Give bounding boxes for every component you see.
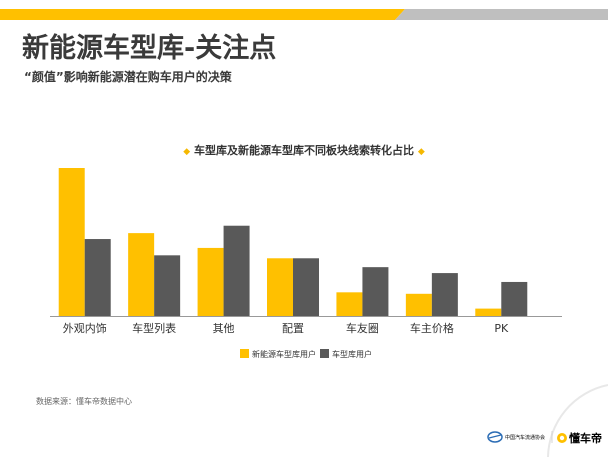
bar-nev-1 — [128, 233, 155, 316]
tick-label-5: 车主价格 — [410, 321, 454, 335]
data-source-note: 数据来源：懂车帝数据中心 — [36, 397, 132, 406]
bar-nev-2 — [197, 247, 224, 316]
bar-nev-5 — [405, 293, 432, 316]
brand-logo-text: 懂车帝 — [569, 431, 602, 445]
diamond-right-icon: ◆ — [417, 147, 425, 157]
tick-label-3: 配置 — [282, 322, 304, 335]
bar-nev-0 — [58, 168, 85, 316]
legend: 新能源车型库用户 车型库用户 — [240, 349, 372, 359]
bar-nev-4 — [336, 292, 363, 316]
bar-all-0 — [84, 239, 111, 316]
org-logo-icon — [487, 431, 503, 443]
tick-label-2: 其他 — [213, 322, 235, 335]
bar-nev-6 — [475, 308, 502, 316]
legend-label-1: 车型库用户 — [332, 349, 372, 359]
org-logo-text: 中国汽车流通协会 — [505, 434, 545, 441]
top-banner-gray — [395, 9, 608, 20]
bars-group — [58, 168, 528, 316]
diamond-left-icon: ◆ — [183, 147, 191, 157]
bar-all-1 — [154, 255, 181, 316]
tick-label-4: 车友圈 — [346, 321, 379, 335]
tick-label-6: PK — [494, 322, 509, 335]
bar-nev-3 — [267, 258, 293, 316]
top-banner-yellow — [0, 9, 405, 20]
bar-all-4 — [362, 267, 389, 316]
legend-swatch-1 — [320, 349, 329, 358]
bar-all-6 — [501, 281, 528, 316]
tick-label-1: 车型列表 — [132, 321, 176, 335]
chart-title: 车型库及新能源车型库不同板块线索转化占比 — [194, 144, 414, 157]
footer-logos: 中国汽车流通协会 懂车帝 — [486, 426, 606, 448]
bar-all-5 — [431, 273, 458, 316]
tick-label-0: 外观内饰 — [63, 321, 107, 335]
legend-label-0: 新能源车型库用户 — [252, 349, 316, 359]
top-banner-bar — [0, 9, 608, 20]
brand-logo-icon — [557, 433, 567, 443]
bar-all-3 — [293, 258, 319, 316]
logo-row: 中国汽车流通协会 懂车帝 — [487, 431, 602, 445]
tick-labels-group: 外观内饰 车型列表 其他 配置 车友圈 车主价格 PK — [63, 321, 509, 335]
page-title: 新能源车型库-关注点 — [22, 33, 277, 64]
bar-all-2 — [223, 225, 250, 316]
legend-swatch-0 — [240, 349, 249, 358]
page-subtitle: “颜值”影响新能源潜在购车用户的决策 — [24, 70, 232, 84]
chart-title-row: ◆ 车型库及新能源车型库不同板块线索转化占比 ◆ — [0, 142, 608, 158]
